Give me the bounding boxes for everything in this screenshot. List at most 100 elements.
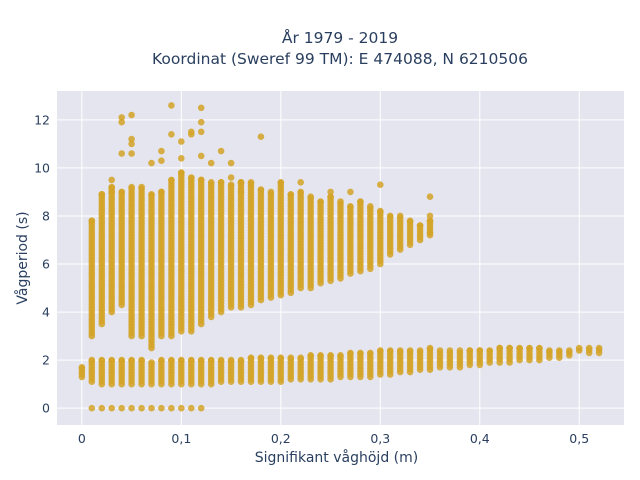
data-point	[377, 181, 384, 188]
data-point	[486, 347, 494, 354]
data-point	[197, 356, 205, 364]
data-point	[506, 344, 513, 352]
data-point	[188, 404, 195, 412]
data-point	[118, 150, 125, 157]
data-point	[377, 347, 384, 354]
data-point	[406, 217, 414, 225]
data-point	[197, 152, 205, 160]
data-point	[337, 352, 344, 359]
data-point	[426, 229, 434, 237]
data-point	[357, 198, 364, 205]
data-point	[317, 198, 324, 205]
data-point	[267, 188, 275, 196]
data-point	[367, 349, 374, 357]
data-point	[237, 356, 245, 364]
x-tick-label: 0,5	[569, 431, 589, 446]
data-point	[138, 183, 145, 191]
data-point	[197, 176, 205, 184]
data-point	[277, 179, 285, 186]
data-point	[257, 133, 265, 140]
data-point	[207, 159, 215, 167]
data-point	[128, 356, 135, 364]
y-tick-label: 6	[42, 257, 50, 272]
data-point	[178, 169, 185, 176]
data-point	[168, 404, 175, 412]
data-point	[416, 222, 424, 229]
data-point	[88, 217, 96, 225]
data-point	[128, 404, 135, 412]
data-point	[128, 150, 135, 157]
data-point	[128, 140, 135, 148]
y-tick-label: 2	[42, 353, 50, 368]
data-point	[197, 118, 205, 126]
x-axis-label: Signifikant våghöjd (m)	[255, 449, 418, 466]
data-point	[158, 356, 165, 364]
data-point	[337, 198, 344, 205]
data-point	[466, 347, 474, 354]
data-point	[297, 179, 305, 186]
data-point	[307, 193, 315, 200]
data-point	[138, 356, 145, 364]
data-point	[347, 349, 354, 357]
data-point	[396, 347, 404, 354]
data-point	[247, 354, 255, 362]
data-point	[287, 354, 295, 362]
data-point	[217, 356, 225, 364]
data-point	[367, 203, 374, 210]
data-point	[128, 183, 135, 191]
data-point	[227, 159, 235, 167]
data-point	[158, 147, 165, 155]
data-point	[178, 138, 185, 145]
data-point	[327, 188, 334, 196]
data-point	[426, 212, 434, 220]
data-point	[327, 352, 334, 359]
data-point	[357, 349, 364, 357]
data-point	[197, 404, 205, 412]
data-point	[516, 344, 523, 352]
chart-title-line2: Koordinat (Sweref 99 TM): E 474088, N 62…	[152, 50, 528, 68]
data-point	[217, 179, 225, 186]
data-point	[207, 356, 215, 364]
data-point	[377, 207, 384, 215]
data-point	[108, 183, 115, 191]
x-tick-label: 0	[78, 431, 86, 446]
data-point	[128, 135, 135, 143]
data-point	[178, 356, 185, 364]
data-point	[446, 347, 454, 354]
data-point	[188, 174, 195, 181]
data-point	[347, 203, 354, 210]
x-tick-label: 0,3	[370, 431, 390, 446]
data-point	[168, 356, 175, 364]
data-point	[108, 404, 115, 412]
y-axis-label: Vågperiod (s)	[14, 211, 31, 304]
data-point	[88, 404, 96, 412]
data-point	[98, 356, 106, 364]
data-point	[426, 193, 434, 200]
data-point	[386, 347, 394, 354]
data-point	[386, 212, 394, 220]
data-point	[108, 188, 115, 196]
data-point	[536, 344, 543, 352]
data-point	[476, 347, 484, 354]
data-point	[267, 354, 275, 362]
data-point	[207, 179, 215, 186]
data-point	[585, 344, 593, 352]
data-point	[287, 191, 295, 198]
data-point	[178, 155, 185, 162]
data-point	[297, 188, 305, 196]
data-point	[158, 157, 165, 164]
data-point	[556, 347, 563, 354]
data-point	[566, 347, 573, 354]
y-tick-label: 0	[42, 401, 50, 416]
data-point	[575, 344, 583, 352]
data-point	[217, 147, 225, 155]
data-point	[148, 191, 155, 198]
y-tick-label: 8	[42, 208, 50, 223]
data-point	[78, 364, 86, 371]
data-point	[108, 176, 115, 184]
data-point	[178, 404, 185, 412]
data-point	[118, 404, 125, 412]
data-point	[118, 114, 125, 121]
data-point	[237, 188, 245, 196]
